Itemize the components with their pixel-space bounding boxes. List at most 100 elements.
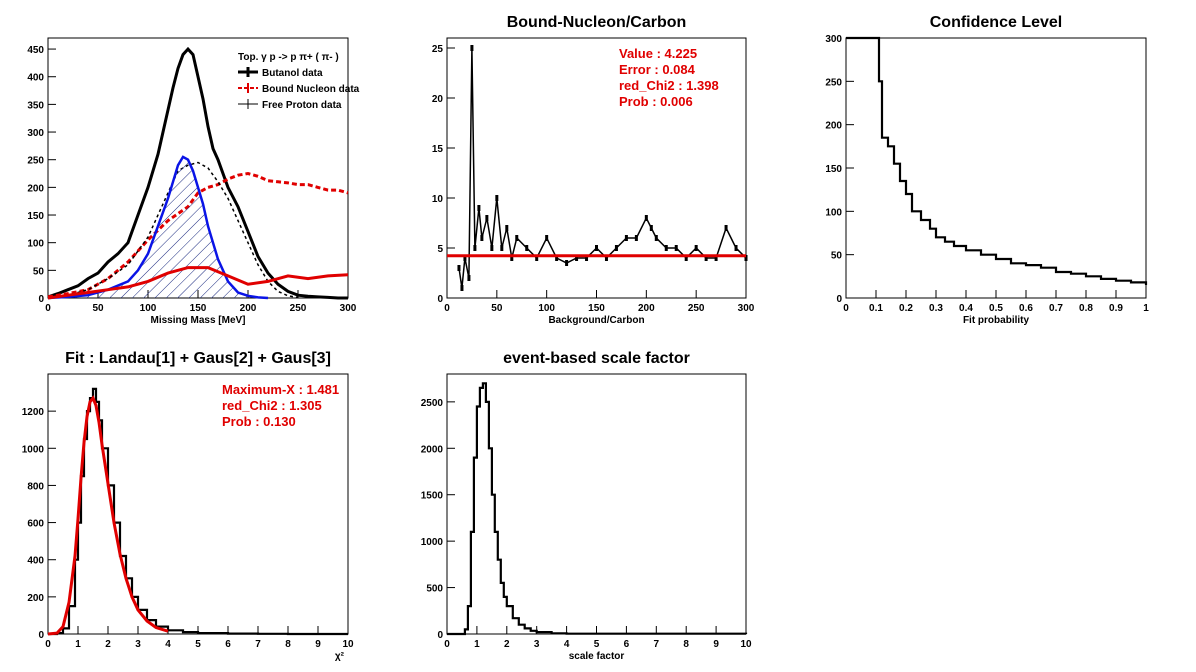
x-tick-label-p5: 0 [444,639,450,650]
chart-title-p4: Fit : Landau[1] + Gaus[2] + Gaus[3] [65,350,331,367]
x-tick-label-p1: 50 [92,303,104,314]
x-tick-label-p2: 150 [588,303,605,314]
x-axis-label-p5: scale factor [569,651,625,662]
chart-title-p5: event-based scale factor [503,350,690,367]
x-tick-label-p5: 8 [683,639,689,650]
x-tick-label-p3: 0.1 [869,303,883,314]
plot-frame-p4 [47,373,349,635]
x-tick-label-p5: 3 [534,639,540,650]
x-tick-label-p4: 5 [195,639,201,650]
y-tick-label-p2: 20 [432,94,444,105]
x-tick-label-p4: 10 [342,639,354,650]
y-tick-label-p4: 400 [27,556,44,567]
y-tick-label-p2: 10 [432,194,444,205]
plot-frame-p2 [446,37,747,299]
x-axis-label-p1: Missing Mass [MeV] [150,315,245,326]
y-tick-label-p2: 5 [437,244,443,255]
y-tick-label-p5: 500 [426,584,443,595]
legend-title: Top. γ p -> p π+ ( π- ) [238,52,339,63]
x-tick-label-p3: 0.9 [1109,303,1123,314]
y-tick-label-p3: 200 [825,121,842,132]
series-p1-2 [47,161,299,299]
series-p1-1 [47,171,349,299]
y-tick-label-p4: 0 [38,630,44,641]
x-tick-label-p1: 200 [240,303,257,314]
x-tick-label-p3: 0 [843,303,849,314]
x-tick-label-p3: 0.7 [1049,303,1063,314]
series-p1-3 [47,155,269,300]
y-tick-label-p1: 250 [27,156,44,167]
x-tick-label-p5: 4 [564,639,570,650]
x-tick-label-p4: 8 [285,639,291,650]
x-tick-label-p4: 2 [105,639,111,650]
fit-annotation-p2: Error : 0.084 [619,62,696,77]
x-tick-label-p5: 5 [594,639,600,650]
legend-entry: Free Proton data [262,100,342,111]
fit-annotation-p4: red_Chi2 : 1.305 [222,398,322,413]
series-p1-4 [47,266,349,300]
x-tick-label-p1: 100 [140,303,157,314]
y-tick-label-p1: 200 [27,183,44,194]
x-tick-label-p4: 0 [45,639,51,650]
series-p4-1 [47,395,169,636]
x-axis-label-p3: Fit probability [963,315,1030,326]
x-tick-label-p5: 1 [474,639,480,650]
x-tick-label-p3: 0.3 [929,303,943,314]
fit-annotation-p2: Value : 4.225 [619,46,697,61]
y-tick-label-p5: 2500 [421,398,444,409]
x-tick-label-p2: 0 [444,303,450,314]
y-tick-label-p5: 0 [437,630,443,641]
x-tick-label-p2: 50 [491,303,503,314]
x-tick-label-p5: 7 [654,639,660,650]
y-tick-label-p1: 350 [27,100,44,111]
y-tick-label-p2: 15 [432,144,444,155]
x-tick-label-p3: 0.6 [1019,303,1033,314]
fit-annotation-p2: red_Chi2 : 1.398 [619,78,719,93]
y-tick-label-p3: 150 [825,164,842,175]
y-tick-label-p1: 150 [27,211,44,222]
y-tick-label-p4: 200 [27,593,44,604]
x-tick-label-p4: 7 [255,639,261,650]
y-tick-label-p1: 100 [27,239,44,250]
x-tick-label-p4: 6 [225,639,231,650]
fit-annotation-p4: Prob : 0.130 [222,414,296,429]
y-tick-label-p3: 50 [831,251,843,262]
x-tick-label-p5: 2 [504,639,510,650]
x-tick-label-p4: 9 [315,639,321,650]
x-tick-label-p1: 150 [190,303,207,314]
y-tick-label-p4: 1000 [22,444,45,455]
x-tick-label-p2: 300 [738,303,755,314]
fit-annotation-p2: Prob : 0.006 [619,94,693,109]
x-tick-label-p3: 1 [1143,303,1149,314]
x-tick-label-p5: 6 [624,639,630,650]
plot-frame-p5 [446,373,747,635]
legend-entry: Bound Nucleon data [262,84,360,95]
y-tick-label-p5: 1500 [421,491,444,502]
x-tick-label-p3: 0.4 [959,303,973,314]
y-tick-label-p3: 250 [825,77,842,88]
legend-entry: Butanol data [262,68,323,79]
y-tick-label-p3: 0 [836,294,842,305]
fit-annotation-p4: Maximum-X : 1.481 [222,382,339,397]
y-tick-label-p4: 1200 [22,407,45,418]
y-tick-label-p4: 800 [27,481,44,492]
y-tick-label-p2: 25 [432,44,444,55]
chart-title-p2: Bound-Nucleon/Carbon [507,14,687,31]
x-axis-label-p4: χ² [335,651,345,662]
y-tick-label-p3: 300 [825,34,842,45]
y-tick-label-p5: 2000 [421,444,444,455]
y-tick-label-p3: 100 [825,207,842,218]
x-tick-label-p2: 200 [638,303,655,314]
x-tick-label-p1: 0 [45,303,51,314]
y-tick-label-p1: 0 [38,294,44,305]
y-tick-label-p4: 600 [27,519,44,530]
series-p4-0 [48,387,348,636]
y-tick-label-p2: 0 [437,294,443,305]
x-axis-label-p2: Background/Carbon [548,315,644,326]
x-tick-label-p5: 10 [740,639,752,650]
y-tick-label-p1: 300 [27,128,44,139]
y-tick-label-p1: 50 [33,266,45,277]
x-tick-label-p2: 100 [538,303,555,314]
series-p3-0 [846,36,1148,285]
